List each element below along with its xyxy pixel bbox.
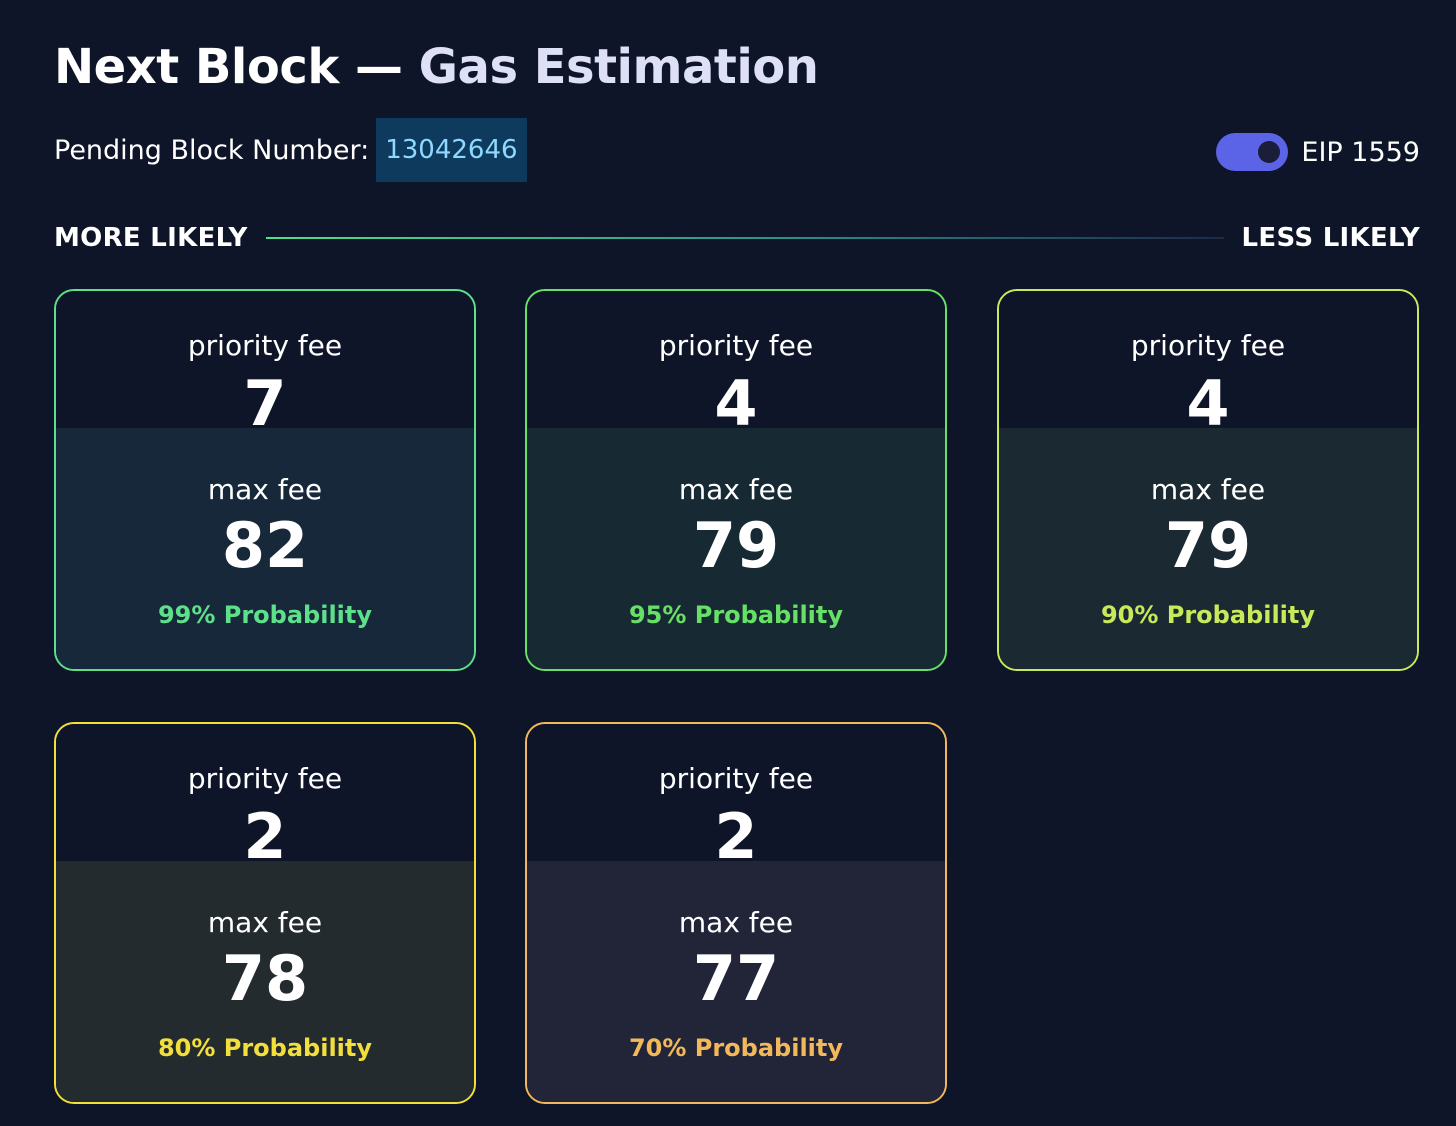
card-priority-section bbox=[56, 291, 474, 428]
priority-fee-label: priority fee bbox=[1130, 329, 1286, 362]
card-max-section bbox=[527, 428, 945, 669]
priority-fee-value: 4 bbox=[1186, 367, 1230, 440]
eip-1559-switch[interactable]: EIP 1559 bbox=[1216, 133, 1420, 171]
page-title: Next Block — Gas Estimation bbox=[54, 36, 819, 98]
probability-label: 99% Probability bbox=[157, 601, 373, 629]
card-max-section bbox=[527, 861, 945, 1102]
priority-fee-value: 2 bbox=[243, 800, 287, 873]
estimate-card-99[interactable]: priority fee 7 max fee 82 99% Probabilit… bbox=[54, 289, 476, 671]
max-fee-value: 79 bbox=[692, 509, 780, 582]
max-fee-value: 78 bbox=[221, 942, 309, 1015]
priority-fee-label: priority fee bbox=[187, 329, 343, 362]
card-priority-section bbox=[56, 724, 474, 861]
estimate-card-80[interactable]: priority fee 2 max fee 78 80% Probabilit… bbox=[54, 722, 476, 1104]
estimate-card-70[interactable]: priority fee 2 max fee 77 70% Probabilit… bbox=[525, 722, 947, 1104]
max-fee-label: max fee bbox=[678, 473, 794, 506]
probability-label: 70% Probability bbox=[628, 1034, 844, 1062]
card-priority-section bbox=[527, 291, 945, 428]
priority-fee-label: priority fee bbox=[658, 329, 814, 362]
estimate-card-90[interactable]: priority fee 4 max fee 79 90% Probabilit… bbox=[997, 289, 1419, 671]
title-separator: — bbox=[338, 39, 419, 95]
card-max-section bbox=[56, 428, 474, 669]
probability-label: 90% Probability bbox=[1100, 601, 1316, 629]
max-fee-label: max fee bbox=[207, 906, 323, 939]
priority-fee-value: 7 bbox=[243, 367, 287, 440]
priority-fee-label: priority fee bbox=[658, 762, 814, 795]
priority-fee-label: priority fee bbox=[187, 762, 343, 795]
likelihood-gradient-line bbox=[265, 237, 1224, 239]
probability-label: 95% Probability bbox=[628, 601, 844, 629]
card-max-section bbox=[999, 428, 1417, 669]
less-likely-label: LESS LIKELY bbox=[1241, 223, 1420, 253]
estimate-card-95[interactable]: priority fee 4 max fee 79 95% Probabilit… bbox=[525, 289, 947, 671]
more-likely-label: MORE LIKELY bbox=[54, 223, 248, 253]
max-fee-value: 79 bbox=[1164, 509, 1252, 582]
card-priority-section bbox=[527, 724, 945, 861]
likelihood-scale: MORE LIKELY LESS LIKELY bbox=[54, 218, 1420, 258]
max-fee-value: 82 bbox=[221, 509, 309, 582]
max-fee-value: 77 bbox=[692, 942, 780, 1015]
title-next-block: Next Block bbox=[54, 39, 339, 95]
card-max-section bbox=[56, 861, 474, 1102]
max-fee-label: max fee bbox=[207, 473, 323, 506]
pending-block: Pending Block Number: 13042646 bbox=[54, 118, 527, 182]
eip-1559-label: EIP 1559 bbox=[1301, 136, 1420, 168]
title-gas-estimation: Gas Estimation bbox=[418, 39, 819, 95]
eip-1559-toggle[interactable] bbox=[1216, 133, 1289, 171]
pending-block-label: Pending Block Number: bbox=[54, 134, 370, 166]
max-fee-label: max fee bbox=[1150, 473, 1266, 506]
priority-fee-value: 2 bbox=[714, 800, 758, 873]
toggle-knob bbox=[1258, 141, 1281, 163]
max-fee-label: max fee bbox=[678, 906, 794, 939]
card-priority-section bbox=[999, 291, 1417, 428]
priority-fee-value: 4 bbox=[714, 367, 758, 440]
probability-label: 80% Probability bbox=[157, 1034, 373, 1062]
pending-block-number[interactable]: 13042646 bbox=[376, 118, 527, 182]
